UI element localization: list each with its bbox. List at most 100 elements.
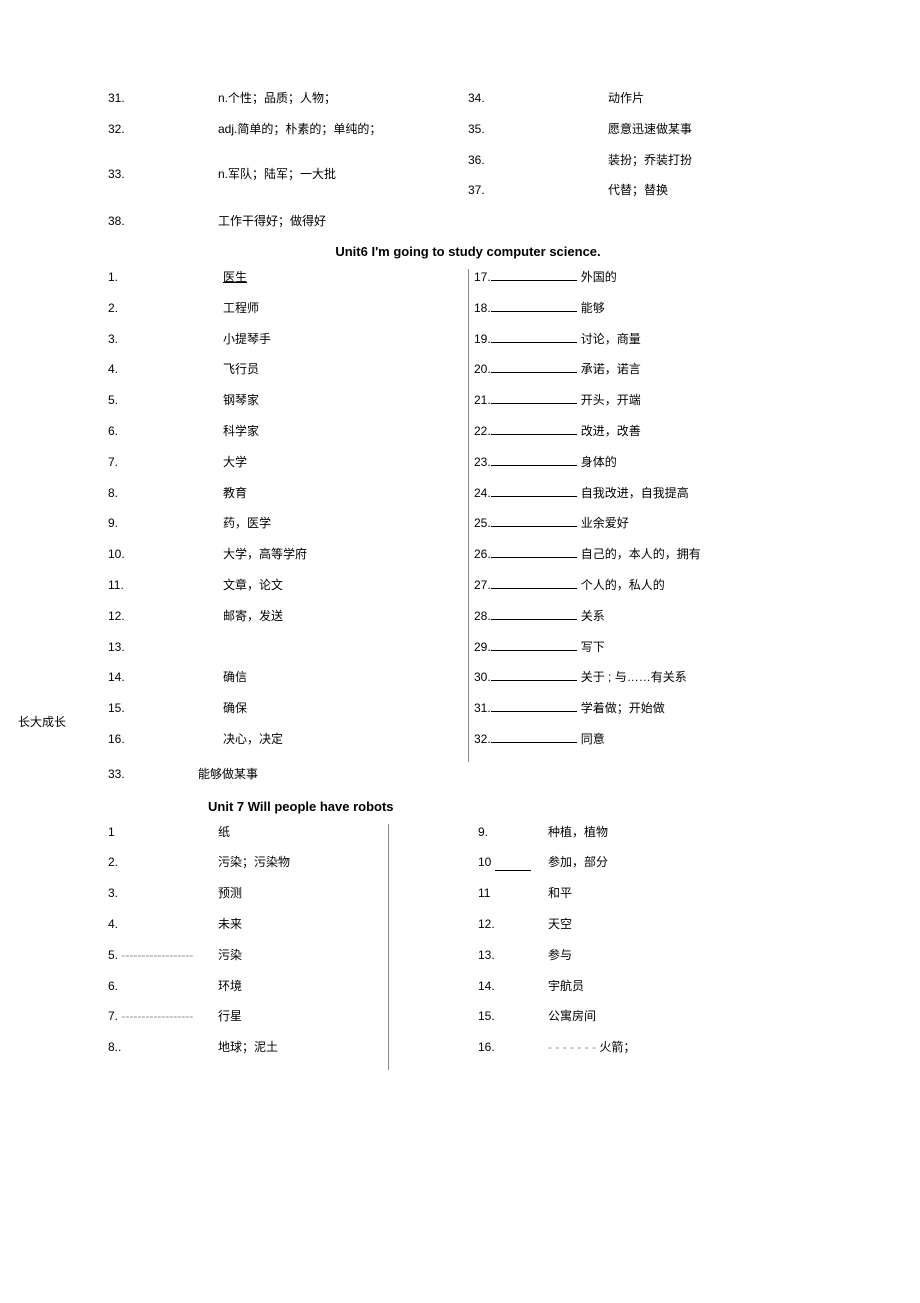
- vocab-row: 12.邮寄，发送: [108, 608, 468, 625]
- vocab-row: 29. 写下: [468, 639, 828, 656]
- vocab-row: 2.工程师: [108, 300, 468, 317]
- vocab-row: 21.开头，开端: [468, 392, 828, 409]
- blank-underline: [491, 700, 577, 712]
- item-text: 和平: [548, 885, 778, 902]
- item-text: n.个性；品质；人物；: [218, 90, 468, 107]
- vocab-row: 30. 关于 ; 与……有关系: [468, 669, 828, 686]
- item-text: 自己的，本人的，拥有: [581, 546, 828, 563]
- blank-underline: [491, 577, 577, 589]
- item-text: 小提琴手: [223, 331, 468, 348]
- item-number: 9.: [108, 515, 223, 532]
- item-number: 7. ------------------: [108, 1008, 218, 1025]
- item-text-inner: 宇航员: [548, 979, 584, 993]
- item-text: 愿意迅速做某事: [608, 121, 828, 138]
- blank-underline: [491, 331, 577, 343]
- vocab-row: 13.: [108, 639, 468, 656]
- blank-underline: [491, 485, 577, 497]
- item-text: n.军队；陆军；一大批: [218, 166, 468, 183]
- item-text-inner: 天空: [548, 917, 572, 931]
- item-number: 31.: [108, 90, 218, 107]
- item-text: 天空: [548, 916, 778, 933]
- item-text: 确信: [223, 669, 468, 686]
- item-text: 大学: [223, 454, 468, 471]
- vocab-row: 18.能够: [468, 300, 828, 317]
- item-number: 29.: [474, 639, 491, 656]
- vocab-row: 32.同意: [468, 731, 828, 748]
- item-text: 预测: [218, 885, 388, 902]
- vocab-row: 22.改进，改善: [468, 423, 828, 440]
- item-number: 10: [478, 854, 548, 871]
- item-number: 3.: [108, 885, 218, 902]
- vocab-row: 14.宇航员: [478, 978, 778, 995]
- item-number: 14.: [478, 978, 548, 995]
- vocab-row: 5. ------------------污染: [108, 947, 388, 964]
- item-text: 能够: [581, 300, 828, 317]
- item-number: 30.: [474, 669, 491, 686]
- item-number: 1.: [108, 269, 223, 286]
- item-number: 6.: [108, 978, 218, 995]
- top-section: 31. n.个性；品质；人物； 32. adj.简单的；朴素的；单纯的； 33.…: [108, 90, 920, 213]
- vocab-row: 32. adj.简单的；朴素的；单纯的；: [108, 121, 468, 138]
- item-text: 身体的: [581, 454, 828, 471]
- item-text: 科学家: [223, 423, 468, 440]
- item-number: 2.: [108, 854, 218, 871]
- vocab-row: 8.教育: [108, 485, 468, 502]
- vocab-row: 3.小提琴手: [108, 331, 468, 348]
- item-number: 5.: [108, 392, 223, 409]
- item-number: 10.: [108, 546, 223, 563]
- dash-fill: ------------------: [121, 948, 193, 962]
- vocab-row: 9.种植，植物: [478, 824, 778, 841]
- vocab-row: 33. 能够做某事: [108, 766, 920, 783]
- item-text: 飞行员: [223, 361, 468, 378]
- item-number: 33.: [108, 766, 198, 783]
- vocab-row: 12.天空: [478, 916, 778, 933]
- unit7-columns: 1纸2.污染；污染物3.预测4.未来5. ------------------污…: [108, 824, 920, 1070]
- unit6-left-col: 1.医生2.工程师3.小提琴手4.飞行员5.钢琴家6.科学家7.大学8.教育9.…: [108, 269, 468, 762]
- vocab-row: 6.科学家: [108, 423, 468, 440]
- item-number: 6.: [108, 423, 223, 440]
- vocab-row: 31.学着做；开始做: [468, 700, 828, 717]
- vocab-row: 7. ------------------行星: [108, 1008, 388, 1025]
- blank-underline: [491, 300, 577, 312]
- item-text: 工作干得好；做得好: [218, 213, 920, 230]
- item-number: 21.: [474, 392, 491, 409]
- item-text: 写下: [581, 639, 828, 656]
- item-text: 大学，高等学府: [223, 546, 468, 563]
- item-number: 25.: [474, 515, 491, 532]
- vocab-row: 38. 工作干得好；做得好: [108, 213, 920, 230]
- item-text: 钢琴家: [223, 392, 468, 409]
- item-text: 学着做；开始做: [581, 700, 828, 717]
- item-number: 16.: [478, 1039, 548, 1056]
- item-text: 关系: [581, 608, 828, 625]
- item-number: 11.: [108, 577, 223, 594]
- vocab-row: 35. 愿意迅速做某事: [468, 121, 828, 138]
- vocab-row: 6.环境: [108, 978, 388, 995]
- item-text: 行星: [218, 1008, 388, 1025]
- vocab-row: 33. n.军队；陆军；一大批: [108, 166, 468, 183]
- item-number: 4.: [108, 361, 223, 378]
- item-text-inner: 火箭；: [599, 1040, 635, 1054]
- unit7-left-col: 1纸2.污染；污染物3.预测4.未来5. ------------------污…: [108, 824, 388, 1070]
- vocab-row: 4.未来: [108, 916, 388, 933]
- item-text: 自我改进，自我提高: [581, 485, 828, 502]
- item-number: 23.: [474, 454, 491, 471]
- item-text: 环境: [218, 978, 388, 995]
- item-text: 参与: [548, 947, 778, 964]
- item-number: 28.: [474, 608, 491, 625]
- item-text: 污染；污染物: [218, 854, 388, 871]
- item-number: 24.: [474, 485, 491, 502]
- item-text: 关于 ; 与……有关系: [581, 669, 828, 686]
- item-text: 药，医学: [223, 515, 468, 532]
- page: 31. n.个性；品质；人物； 32. adj.简单的；朴素的；单纯的； 33.…: [0, 0, 920, 1070]
- column-divider: [388, 824, 389, 1070]
- item-number: 5. ------------------: [108, 947, 218, 964]
- item-number: 12.: [108, 608, 223, 625]
- vocab-row: 15.公寓房间: [478, 1008, 778, 1025]
- item-text: 文章，论文: [223, 577, 468, 594]
- vocab-row: 3.预测: [108, 885, 388, 902]
- vocab-row: 19.讨论，商量: [468, 331, 828, 348]
- item-text: 改进，改善: [581, 423, 828, 440]
- item-text: 动作片: [608, 90, 828, 107]
- item-text: 地球；泥土: [218, 1039, 388, 1056]
- item-number: 14.: [108, 669, 223, 686]
